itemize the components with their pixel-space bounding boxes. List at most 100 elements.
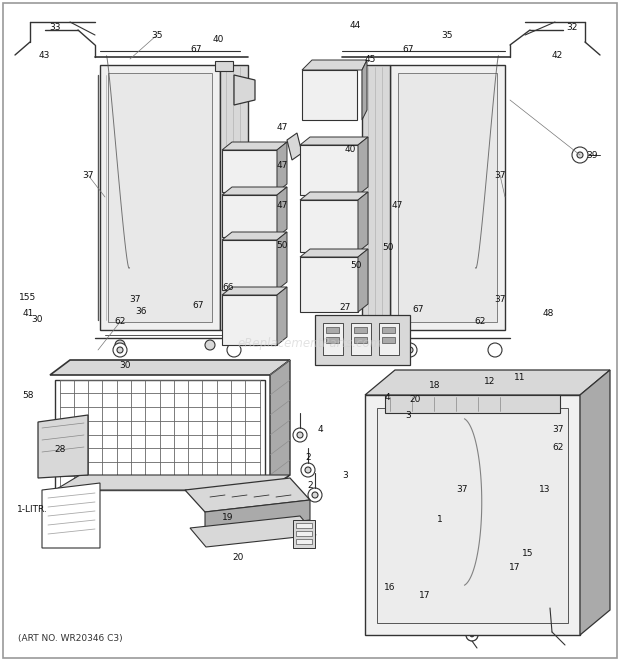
Text: 67: 67 xyxy=(412,305,423,315)
Circle shape xyxy=(490,310,500,320)
Bar xyxy=(398,73,497,322)
Text: 32: 32 xyxy=(566,24,578,32)
Text: 3: 3 xyxy=(342,471,348,479)
Text: 155: 155 xyxy=(19,293,37,303)
Bar xyxy=(220,65,248,330)
Text: 50: 50 xyxy=(277,241,288,249)
Bar xyxy=(302,70,357,120)
Circle shape xyxy=(215,213,221,219)
Text: 47: 47 xyxy=(277,200,288,210)
Text: 48: 48 xyxy=(542,309,554,317)
Text: 47: 47 xyxy=(391,200,402,210)
Polygon shape xyxy=(190,516,316,547)
Text: 13: 13 xyxy=(539,485,551,494)
Polygon shape xyxy=(42,483,100,548)
Text: 30: 30 xyxy=(31,315,43,325)
Bar xyxy=(354,337,367,343)
Bar xyxy=(315,315,410,365)
Bar xyxy=(326,337,339,343)
Text: 4: 4 xyxy=(317,426,323,434)
Polygon shape xyxy=(50,360,290,375)
Text: 50: 50 xyxy=(383,243,394,253)
Text: 20: 20 xyxy=(232,553,244,563)
Text: 41: 41 xyxy=(22,309,33,317)
Bar xyxy=(100,65,220,330)
Circle shape xyxy=(490,75,500,85)
Text: 47: 47 xyxy=(277,124,288,132)
Text: 19: 19 xyxy=(222,514,234,522)
Text: 12: 12 xyxy=(484,377,495,387)
Circle shape xyxy=(205,340,215,350)
Circle shape xyxy=(301,463,315,477)
Polygon shape xyxy=(277,287,287,345)
Bar xyxy=(382,337,395,343)
Bar xyxy=(296,523,312,528)
Text: 37: 37 xyxy=(494,171,506,180)
Polygon shape xyxy=(358,137,368,195)
Text: 37: 37 xyxy=(456,485,467,494)
Polygon shape xyxy=(287,133,302,160)
Text: 37: 37 xyxy=(494,295,506,305)
Text: 4: 4 xyxy=(384,393,390,403)
Circle shape xyxy=(113,343,127,357)
Circle shape xyxy=(215,262,221,268)
Bar xyxy=(379,323,399,355)
Bar xyxy=(365,395,580,635)
Text: 40: 40 xyxy=(344,145,356,155)
Text: 37: 37 xyxy=(129,295,141,305)
Circle shape xyxy=(488,343,502,357)
Text: 11: 11 xyxy=(514,373,526,383)
Circle shape xyxy=(227,343,241,357)
Bar xyxy=(390,65,505,330)
Polygon shape xyxy=(222,187,287,195)
Text: 43: 43 xyxy=(38,50,50,59)
Text: eReplacementParts.com: eReplacementParts.com xyxy=(238,337,382,350)
Polygon shape xyxy=(205,500,310,532)
Circle shape xyxy=(115,340,125,350)
Text: 17: 17 xyxy=(509,563,521,572)
Text: 47: 47 xyxy=(277,161,288,169)
Circle shape xyxy=(470,633,474,637)
Bar xyxy=(215,61,233,71)
Text: 66: 66 xyxy=(222,284,234,293)
Polygon shape xyxy=(277,232,287,290)
Text: 28: 28 xyxy=(55,446,66,455)
Polygon shape xyxy=(302,60,367,70)
Circle shape xyxy=(312,492,318,498)
Circle shape xyxy=(215,168,221,174)
Polygon shape xyxy=(38,415,88,478)
Text: 35: 35 xyxy=(151,30,162,40)
Circle shape xyxy=(403,343,417,357)
Polygon shape xyxy=(234,75,255,105)
Polygon shape xyxy=(222,240,277,290)
Text: 15: 15 xyxy=(522,549,534,557)
Polygon shape xyxy=(300,200,358,252)
Bar xyxy=(323,323,343,355)
Polygon shape xyxy=(55,475,290,490)
Text: 42: 42 xyxy=(551,50,562,59)
Text: 1-LITR.: 1-LITR. xyxy=(17,506,47,514)
Polygon shape xyxy=(362,60,367,120)
Circle shape xyxy=(547,597,553,603)
Text: 62: 62 xyxy=(552,444,564,453)
Text: 37: 37 xyxy=(82,171,94,180)
Polygon shape xyxy=(300,137,368,145)
Text: 16: 16 xyxy=(384,584,396,592)
Text: 58: 58 xyxy=(22,391,33,399)
Text: 3: 3 xyxy=(405,410,411,420)
Text: 35: 35 xyxy=(441,30,453,40)
Text: 18: 18 xyxy=(429,381,441,389)
Polygon shape xyxy=(222,232,287,240)
Text: 33: 33 xyxy=(49,24,61,32)
Circle shape xyxy=(572,147,588,163)
Polygon shape xyxy=(222,150,277,192)
Polygon shape xyxy=(185,478,310,512)
Text: 2: 2 xyxy=(305,453,311,463)
Circle shape xyxy=(297,432,303,438)
Bar xyxy=(382,327,395,333)
Text: 2: 2 xyxy=(307,481,313,490)
Bar xyxy=(377,408,568,623)
Text: (ART NO. WR20346 C3): (ART NO. WR20346 C3) xyxy=(18,635,123,644)
Polygon shape xyxy=(270,360,290,490)
Circle shape xyxy=(308,488,322,502)
